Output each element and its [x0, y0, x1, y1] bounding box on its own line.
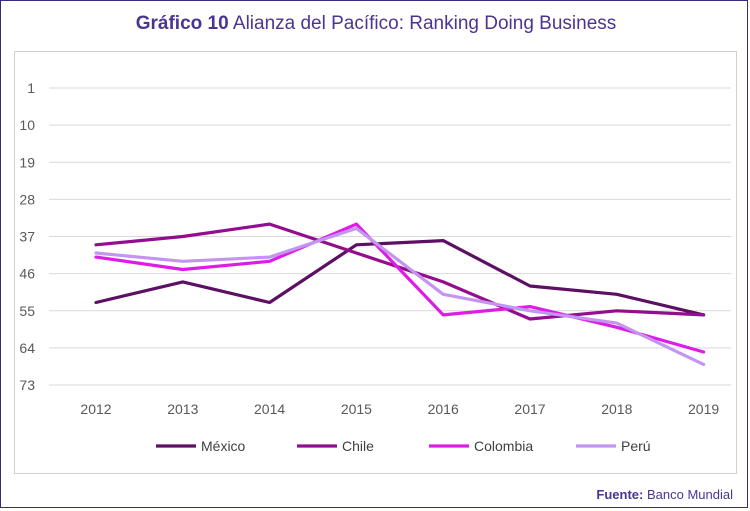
y-tick-label: 55: [19, 303, 35, 319]
x-tick-label: 2014: [254, 401, 285, 417]
chart-title-prefix: Gráfico 10: [135, 13, 229, 34]
y-tick-label: 28: [19, 191, 35, 207]
series-line-per: [94, 226, 706, 366]
source-label: Fuente:: [596, 487, 644, 502]
x-tick-label: 2012: [80, 401, 111, 417]
x-tick-label: 2015: [341, 401, 372, 417]
series-line-colombia: [94, 222, 706, 354]
series-line-mxico: [94, 239, 706, 317]
y-tick-label: 73: [19, 377, 35, 393]
x-tick-label: 2017: [514, 401, 545, 417]
y-tick-label: 37: [19, 229, 35, 245]
chart-title-text: Alianza del Pacífico: Ranking Doing Busi…: [232, 13, 617, 34]
legend-label: Chile: [342, 438, 374, 454]
x-tick-label: 2016: [428, 401, 459, 417]
legend-label: México: [201, 438, 246, 454]
legend-label: Perú: [621, 438, 651, 454]
plot-area-border: [14, 51, 737, 474]
y-tick-label: 64: [19, 340, 35, 356]
y-tick-label: 19: [19, 154, 35, 170]
source-text: Banco Mundial: [647, 487, 733, 502]
y-tick-label: 10: [19, 117, 35, 133]
chart-title: Gráfico 10 Alianza del Pacífico: Ranking…: [1, 13, 750, 35]
y-tick-label: 1: [27, 80, 35, 96]
x-tick-label: 2019: [688, 401, 719, 417]
x-tick-label: 2013: [167, 401, 198, 417]
y-tick-label: 46: [19, 266, 35, 282]
source-note: Fuente: Banco Mundial: [596, 487, 733, 502]
x-tick-label: 2018: [601, 401, 632, 417]
legend-label: Colombia: [474, 438, 533, 454]
